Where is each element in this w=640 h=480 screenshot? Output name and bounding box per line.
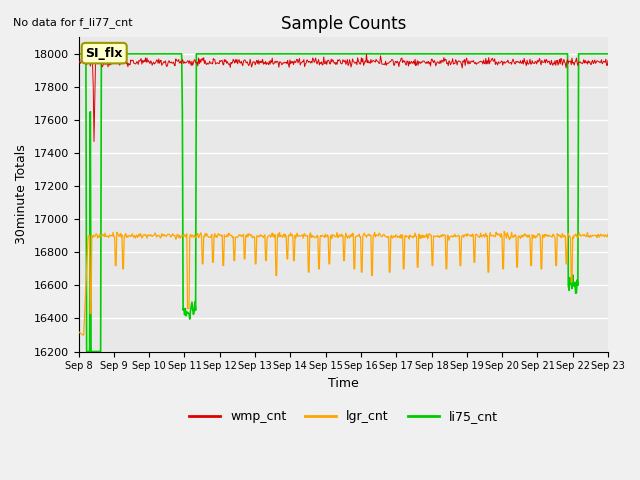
- Text: SI_flx: SI_flx: [86, 47, 123, 60]
- X-axis label: Time: Time: [328, 377, 358, 390]
- Title: Sample Counts: Sample Counts: [280, 15, 406, 33]
- Text: No data for f_li77_cnt: No data for f_li77_cnt: [13, 17, 132, 28]
- Y-axis label: 30minute Totals: 30minute Totals: [15, 144, 28, 244]
- Legend: wmp_cnt, lgr_cnt, li75_cnt: wmp_cnt, lgr_cnt, li75_cnt: [184, 405, 503, 428]
